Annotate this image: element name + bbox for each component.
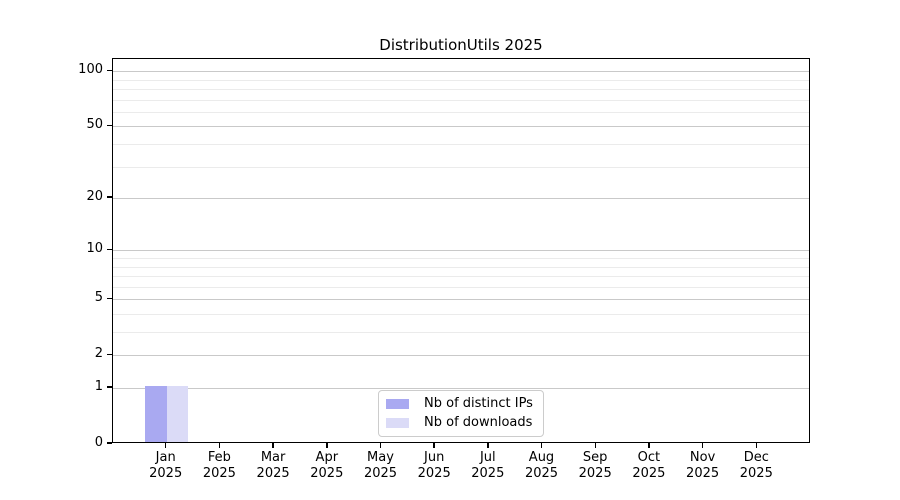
y-axis-tick-5 — [107, 297, 112, 299]
gridline-minor-8 — [113, 266, 809, 268]
x-axis-tick-aug — [540, 443, 543, 448]
x-axis-tick-jul — [487, 443, 489, 448]
x-axis-tick-jan — [164, 443, 167, 448]
gridline-major-5 — [113, 299, 809, 301]
x-axis-tick-apr — [326, 443, 328, 448]
y-tick-label-5: 5 — [94, 290, 103, 306]
y-tick-label-0: 0 — [94, 435, 103, 450]
x-tick-year: 2025 — [524, 466, 559, 481]
gridline-major-10 — [113, 250, 809, 252]
gridline-minor-60 — [113, 112, 809, 113]
x-axis-tick-oct — [648, 443, 650, 448]
y-tick-label-2: 2 — [94, 346, 103, 362]
x-tick-month: Jan — [155, 450, 176, 465]
x-tick-year: 2025 — [578, 466, 612, 481]
x-tick-label-sep: Sep 2025 — [563, 450, 627, 482]
y-tick-label-10: 10 — [86, 241, 103, 257]
gridline-minor-4 — [113, 314, 809, 315]
y-axis-tick-0 — [107, 442, 112, 444]
gridline-major-1 — [113, 388, 809, 389]
x-tick-label-oct: Oct 2025 — [617, 450, 681, 482]
x-tick-label-may: May 2025 — [349, 450, 413, 482]
x-tick-month: Jul — [479, 450, 496, 465]
x-tick-month: Sep — [582, 450, 608, 465]
x-tick-label-jun: Jun 2025 — [402, 450, 466, 482]
legend: Nb of distinct IPs Nb of downloads — [378, 390, 544, 437]
legend-label: Nb of distinct IPs — [424, 396, 533, 411]
y-tick-label-50: 50 — [86, 117, 103, 133]
x-tick-year: 2025 — [632, 466, 666, 481]
x-tick-label-mar: Mar 2025 — [241, 450, 305, 482]
y-tick-label-1: 1 — [94, 379, 103, 394]
bar-nb-of-distinct-ips-jan — [145, 386, 167, 442]
gridline-minor-30 — [113, 166, 809, 168]
x-tick-month: Dec — [743, 450, 769, 465]
x-tick-label-nov: Nov 2025 — [671, 450, 735, 482]
gridline-minor-7 — [113, 276, 809, 277]
x-tick-label-jan: Jan 2025 — [134, 450, 198, 482]
legend-label: Nb of downloads — [424, 415, 533, 430]
gridline-minor-90 — [113, 79, 809, 81]
y-axis-tick-1 — [107, 386, 112, 388]
gridline-minor-80 — [113, 89, 809, 90]
x-tick-year: 2025 — [256, 466, 290, 481]
gridline-minor-9 — [113, 258, 809, 259]
y-tick-label-20: 20 — [86, 189, 103, 205]
x-tick-year: 2025 — [310, 466, 344, 481]
plot-area — [112, 58, 810, 443]
x-tick-year: 2025 — [417, 466, 451, 481]
x-tick-month: Oct — [637, 450, 661, 465]
x-tick-month: Mar — [260, 450, 286, 465]
x-tick-label-aug: Aug 2025 — [510, 450, 574, 482]
gridline-major-20 — [113, 198, 809, 200]
x-tick-year: 2025 — [149, 466, 183, 481]
x-tick-label-jul: Jul 2025 — [456, 450, 520, 482]
x-tick-label-feb: Feb 2025 — [187, 450, 251, 482]
y-axis-tick-2 — [107, 353, 112, 355]
x-axis-tick-jun — [433, 443, 435, 448]
x-axis-tick-feb — [218, 443, 221, 448]
x-axis-tick-nov — [701, 443, 704, 448]
x-tick-month: May — [367, 450, 394, 465]
x-tick-month: Feb — [207, 450, 231, 465]
gridline-minor-70 — [113, 99, 809, 101]
gridline-minor-40 — [113, 144, 809, 145]
gridline-minor-6 — [113, 286, 809, 288]
y-axis-tick-10 — [107, 248, 112, 251]
x-tick-month: Jun — [424, 450, 445, 465]
y-tick-label-100: 100 — [78, 62, 103, 78]
x-axis-tick-sep — [594, 443, 596, 448]
y-axis-tick-20 — [107, 196, 112, 198]
x-tick-label-apr: Apr 2025 — [295, 450, 359, 482]
x-tick-month: Nov — [689, 450, 716, 465]
bar-nb-of-downloads-jan — [166, 386, 189, 442]
x-axis-tick-mar — [272, 443, 274, 448]
x-axis-tick-may — [379, 443, 382, 448]
x-tick-year: 2025 — [471, 466, 505, 481]
y-axis-tick-100 — [107, 69, 112, 71]
legend-swatch — [386, 418, 409, 428]
x-tick-year: 2025 — [739, 466, 773, 481]
x-tick-month: Aug — [528, 450, 555, 465]
gridline-major-100 — [113, 71, 809, 73]
legend-swatch — [386, 399, 409, 409]
legend-entry-nb-of-downloads: Nb of downloads — [386, 415, 533, 431]
x-tick-month: Apr — [315, 450, 339, 465]
chart-title: DistributionUtils 2025 — [379, 36, 543, 54]
x-tick-year: 2025 — [202, 466, 236, 481]
y-axis-tick-50 — [107, 124, 112, 127]
x-tick-year: 2025 — [363, 466, 398, 481]
gridline-major-2 — [113, 355, 809, 357]
x-axis-tick-dec — [755, 443, 758, 448]
legend-entry-nb-of-distinct-ips: Nb of distinct IPs — [386, 396, 533, 412]
gridline-minor-3 — [113, 332, 809, 333]
x-tick-label-dec: Dec 2025 — [724, 450, 788, 482]
x-tick-year: 2025 — [686, 466, 720, 481]
gridline-major-50 — [113, 126, 809, 128]
